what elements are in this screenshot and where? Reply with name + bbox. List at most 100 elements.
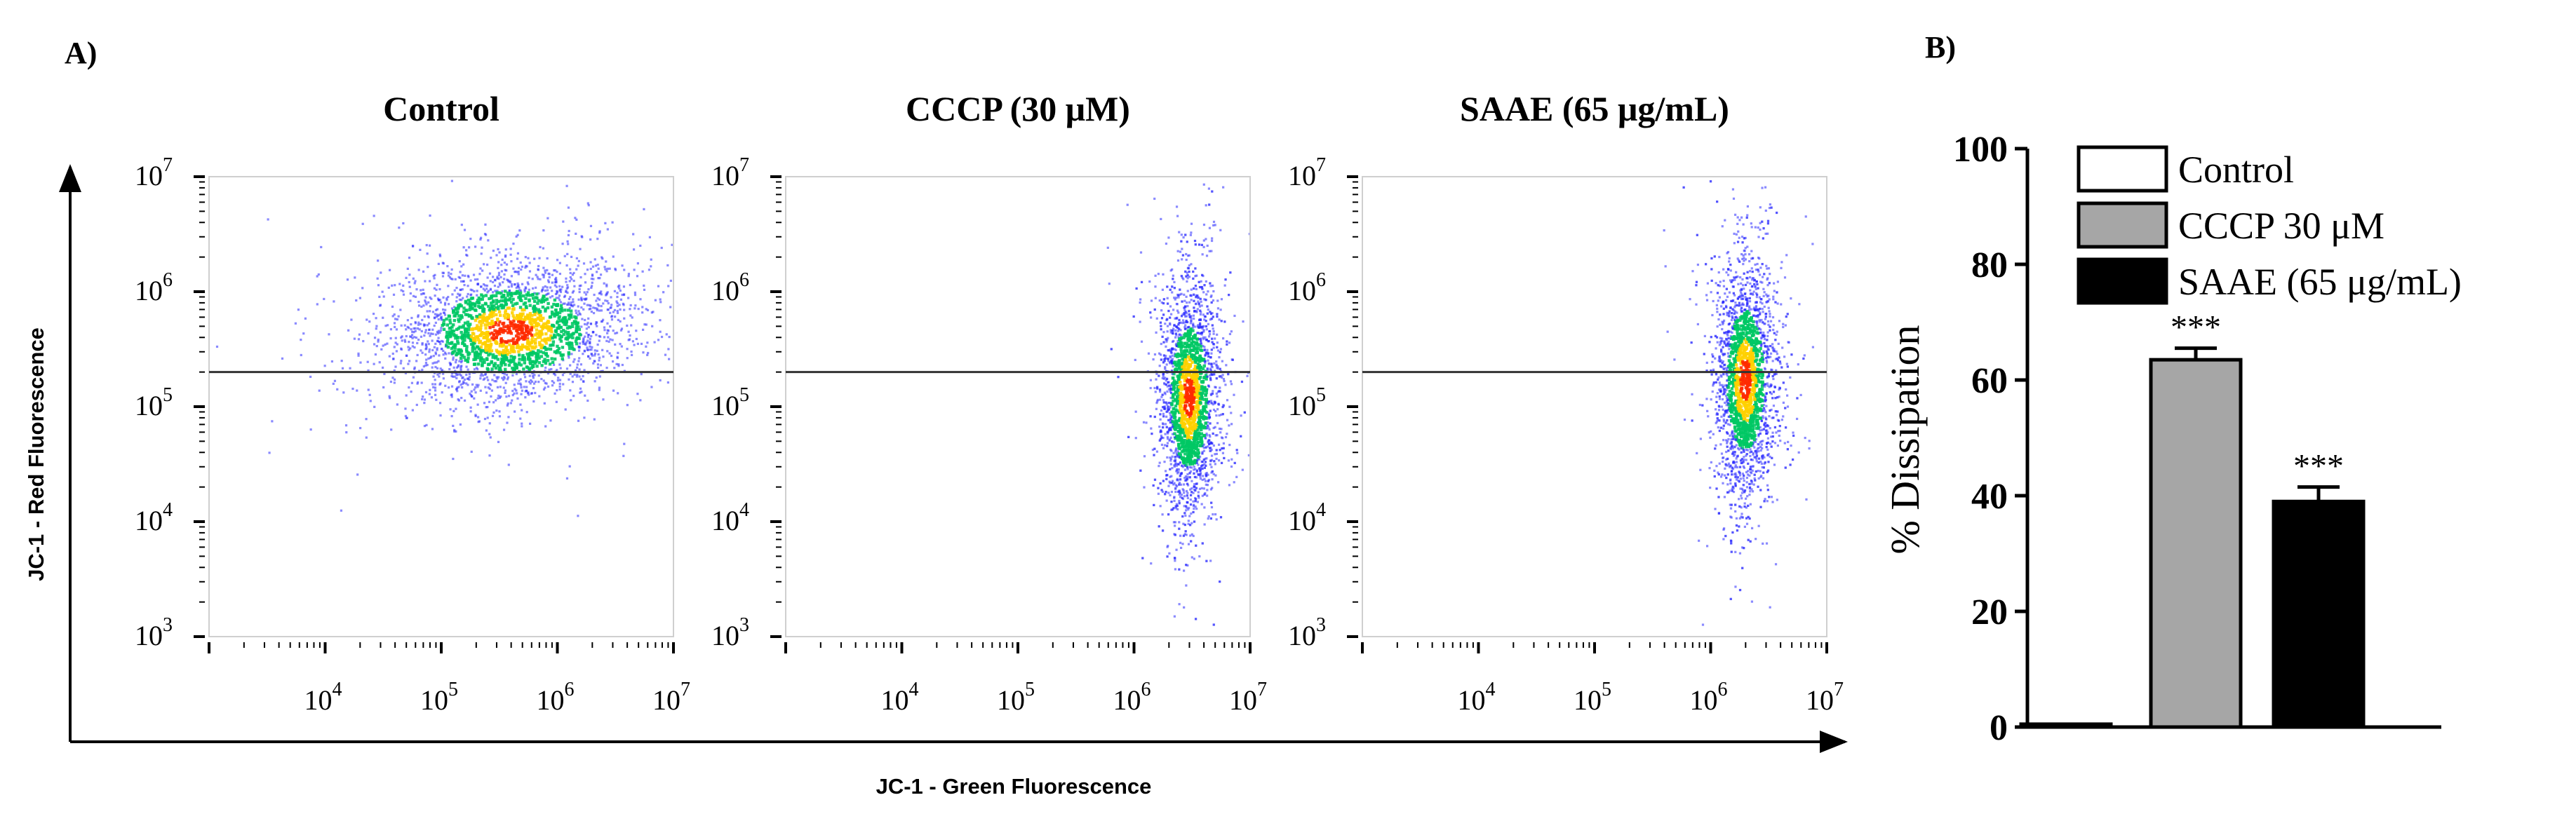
flow-point xyxy=(1169,322,1172,325)
flow-point xyxy=(506,348,509,353)
flow-point xyxy=(1174,490,1177,494)
flow-point xyxy=(1195,469,1199,472)
flow-point xyxy=(441,262,444,264)
flow-point xyxy=(484,344,488,348)
flow-point xyxy=(596,307,598,310)
flow-point xyxy=(440,318,443,321)
flow-point xyxy=(483,323,487,327)
flow-point xyxy=(451,351,455,354)
flow-point xyxy=(645,345,648,348)
flow-point xyxy=(395,328,398,331)
flow-point xyxy=(1192,440,1196,445)
flow-point xyxy=(568,325,572,330)
flow-point xyxy=(1223,379,1226,383)
flow-point xyxy=(503,375,506,379)
flow-point xyxy=(556,271,558,273)
flow-point xyxy=(454,343,457,347)
flow-point xyxy=(441,339,443,343)
flow-point xyxy=(557,346,561,351)
flow-point xyxy=(463,229,467,231)
flow-point xyxy=(553,357,557,361)
flow-point xyxy=(458,325,462,329)
flow-point xyxy=(464,327,468,331)
flow-point xyxy=(626,404,629,407)
flow-point xyxy=(441,347,443,350)
flow-point xyxy=(492,401,495,404)
flow-point xyxy=(1155,407,1158,410)
flow-point xyxy=(515,346,519,350)
flow-point xyxy=(403,324,406,327)
flow-point xyxy=(421,351,424,354)
flow-point xyxy=(405,334,408,338)
flow-point xyxy=(558,351,562,355)
flow-point xyxy=(627,297,630,299)
flow-point xyxy=(1209,285,1212,287)
flow-point xyxy=(518,298,523,302)
flow-point xyxy=(417,323,420,326)
flow-point xyxy=(434,361,436,364)
flow-point xyxy=(517,283,520,287)
flow-point xyxy=(549,286,552,289)
flow-point xyxy=(423,398,427,401)
flow-point xyxy=(1183,452,1187,456)
flow-point xyxy=(1181,365,1184,369)
flow-point xyxy=(384,325,387,327)
flow-point xyxy=(569,372,572,375)
flow-point xyxy=(1177,336,1180,339)
flow-point xyxy=(535,328,539,332)
flow-point xyxy=(598,277,601,280)
flow-point xyxy=(542,316,545,320)
flow-point xyxy=(460,360,464,362)
flow-point xyxy=(569,268,572,271)
flow-point xyxy=(1199,477,1202,480)
flow-point xyxy=(415,360,418,362)
flow-point xyxy=(514,388,516,391)
flow-point xyxy=(1172,399,1175,403)
flow-point xyxy=(502,358,505,362)
flow-point xyxy=(511,314,515,318)
flow-point xyxy=(477,304,481,308)
flow-point xyxy=(554,329,558,333)
flow-point xyxy=(1211,337,1214,340)
flow-point xyxy=(1177,470,1180,473)
flow-point xyxy=(563,330,568,334)
flow-point xyxy=(1194,243,1197,246)
flow-point xyxy=(542,299,546,304)
flow-point xyxy=(646,341,649,344)
flow-point xyxy=(558,311,562,315)
flow-point xyxy=(1191,340,1195,344)
flow-point xyxy=(427,322,431,325)
flow-point xyxy=(570,325,575,328)
flow-point xyxy=(421,398,424,401)
flow-point xyxy=(447,274,450,277)
flow-point xyxy=(508,297,512,301)
flow-point xyxy=(1209,449,1212,452)
flow-point xyxy=(551,290,554,292)
flow-point xyxy=(399,362,402,365)
flow-point xyxy=(1175,334,1178,337)
flow-point xyxy=(617,365,620,367)
flow-point xyxy=(424,361,428,365)
flow-point xyxy=(650,258,652,261)
flow-point xyxy=(523,301,528,305)
flow-point xyxy=(447,271,450,274)
flow-point xyxy=(1159,430,1162,433)
flow-point xyxy=(560,334,563,339)
flow-point xyxy=(565,367,569,370)
flow-point xyxy=(367,388,370,391)
flow-point xyxy=(439,343,442,346)
flow-point xyxy=(1176,330,1180,332)
flow-point xyxy=(1145,421,1148,424)
flow-point xyxy=(590,334,593,338)
flow-point xyxy=(539,314,543,318)
flow-point xyxy=(470,390,473,393)
flow-point xyxy=(1212,513,1214,516)
flow-point xyxy=(526,313,530,317)
flow-point xyxy=(542,351,545,355)
flow-point xyxy=(580,325,583,328)
flow-point xyxy=(470,316,474,320)
flow-point xyxy=(422,288,424,291)
flow-point xyxy=(1178,521,1181,524)
flow-point xyxy=(1155,378,1158,381)
